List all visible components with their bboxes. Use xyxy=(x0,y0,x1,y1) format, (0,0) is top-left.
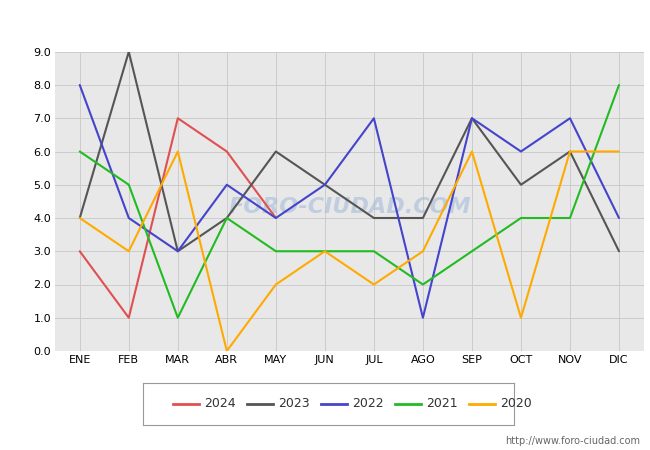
Text: http://www.foro-ciudad.com: http://www.foro-ciudad.com xyxy=(505,436,640,446)
Text: 2020: 2020 xyxy=(500,397,532,410)
Text: 2021: 2021 xyxy=(426,397,458,410)
Text: 2024: 2024 xyxy=(204,397,236,410)
Text: 2023: 2023 xyxy=(278,397,310,410)
Text: FORO-CIUDAD.COM: FORO-CIUDAD.COM xyxy=(228,198,471,217)
Text: 2022: 2022 xyxy=(352,397,384,410)
Text: Matriculaciones de Vehiculos en Puntallana: Matriculaciones de Vehiculos en Puntalla… xyxy=(136,17,514,35)
